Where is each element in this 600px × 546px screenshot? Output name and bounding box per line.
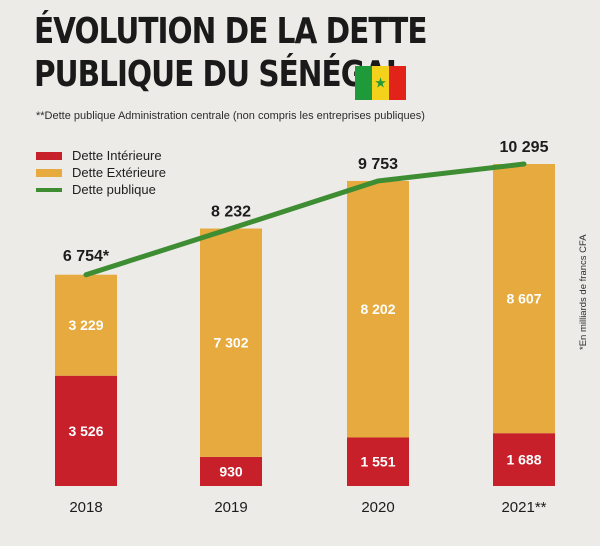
legend-label-publique: Dette publique [72,182,156,197]
bar-exterieure-1 [200,228,262,457]
legend-item-exterieure: Dette Extérieure [36,164,166,181]
label-interieure-1: 930 [219,463,243,479]
total-label-1: 8 232 [211,204,251,221]
legend-swatch-publique [36,187,62,192]
legend-label-interieure: Dette Intérieure [72,148,162,163]
bar-interieure-3 [493,433,555,486]
year-label-1: 2019 [214,499,247,516]
label-interieure-0: 3 526 [68,423,103,439]
total-label-3: 10 295 [500,139,549,156]
label-exterieure-3: 8 607 [506,291,541,307]
year-label-2: 2020 [361,499,394,516]
legend-item-interieure: Dette Intérieure [36,147,166,164]
title-line-1: ÉVOLUTION DE LA DETTE [34,11,428,52]
bar-interieure-0 [55,375,117,486]
senegal-flag-icon: ★ [355,66,406,100]
title-line-2: PUBLIQUE DU SÉNÉGAL [34,54,405,95]
label-exterieure-0: 3 229 [68,317,103,333]
bar-exterieure-3 [493,164,555,434]
bar-exterieure-0 [55,274,117,376]
legend-swatch-exterieure [36,168,62,177]
total-label-0: 6 754* [63,248,110,265]
legend-item-publique: Dette publique [36,181,166,198]
legend-label-exterieure: Dette Extérieure [72,165,166,180]
page-title: ÉVOLUTION DE LA DETTE PUBLIQUE DU SÉNÉGA… [34,10,428,96]
total-label-2: 9 753 [358,156,398,173]
year-label-3: 2021** [501,499,546,516]
label-exterieure-2: 8 202 [360,301,395,317]
line-dette-publique [83,161,527,278]
legend: Dette Intérieure Dette Extérieure Dette … [36,147,166,198]
label-interieure-2: 1 551 [360,454,395,470]
bar-exterieure-2 [347,180,409,438]
legend-swatch-interieure [36,151,62,160]
subtitle: **Dette publique Administration centrale… [36,110,425,122]
label-exterieure-1: 7 302 [213,335,248,351]
bar-interieure-1 [200,456,262,486]
year-label-0: 2018 [69,499,102,516]
bar-interieure-2 [347,437,409,486]
label-interieure-3: 1 688 [506,452,541,468]
